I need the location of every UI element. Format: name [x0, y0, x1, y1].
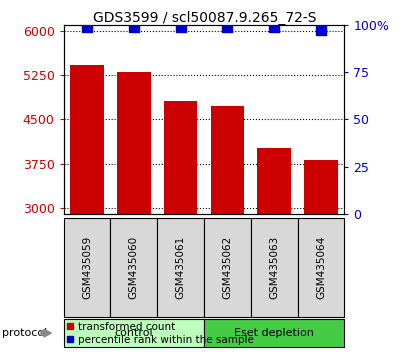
Text: GSM435061: GSM435061 — [175, 236, 185, 299]
Text: control: control — [114, 328, 153, 338]
Text: GSM435064: GSM435064 — [315, 236, 325, 299]
Point — [224, 24, 230, 29]
Point — [83, 24, 90, 29]
Text: protocol: protocol — [2, 328, 47, 338]
Text: Eset depletion: Eset depletion — [234, 328, 313, 338]
Bar — [117, 72, 150, 214]
Point — [317, 28, 324, 33]
Text: GDS3599 / scl50087.9.265_72-S: GDS3599 / scl50087.9.265_72-S — [93, 11, 316, 25]
Bar — [303, 160, 337, 214]
Text: GSM435059: GSM435059 — [82, 236, 92, 299]
Text: GSM435060: GSM435060 — [128, 236, 138, 299]
Bar — [163, 101, 197, 214]
Text: GSM435062: GSM435062 — [222, 236, 232, 299]
Bar — [70, 65, 103, 214]
Point — [177, 24, 183, 29]
Legend: transformed count, percentile rank within the sample: transformed count, percentile rank withi… — [63, 317, 258, 349]
Point — [270, 24, 277, 29]
Text: GSM435063: GSM435063 — [269, 236, 279, 299]
Point — [130, 24, 137, 29]
Bar — [257, 148, 290, 214]
Bar — [210, 107, 244, 214]
